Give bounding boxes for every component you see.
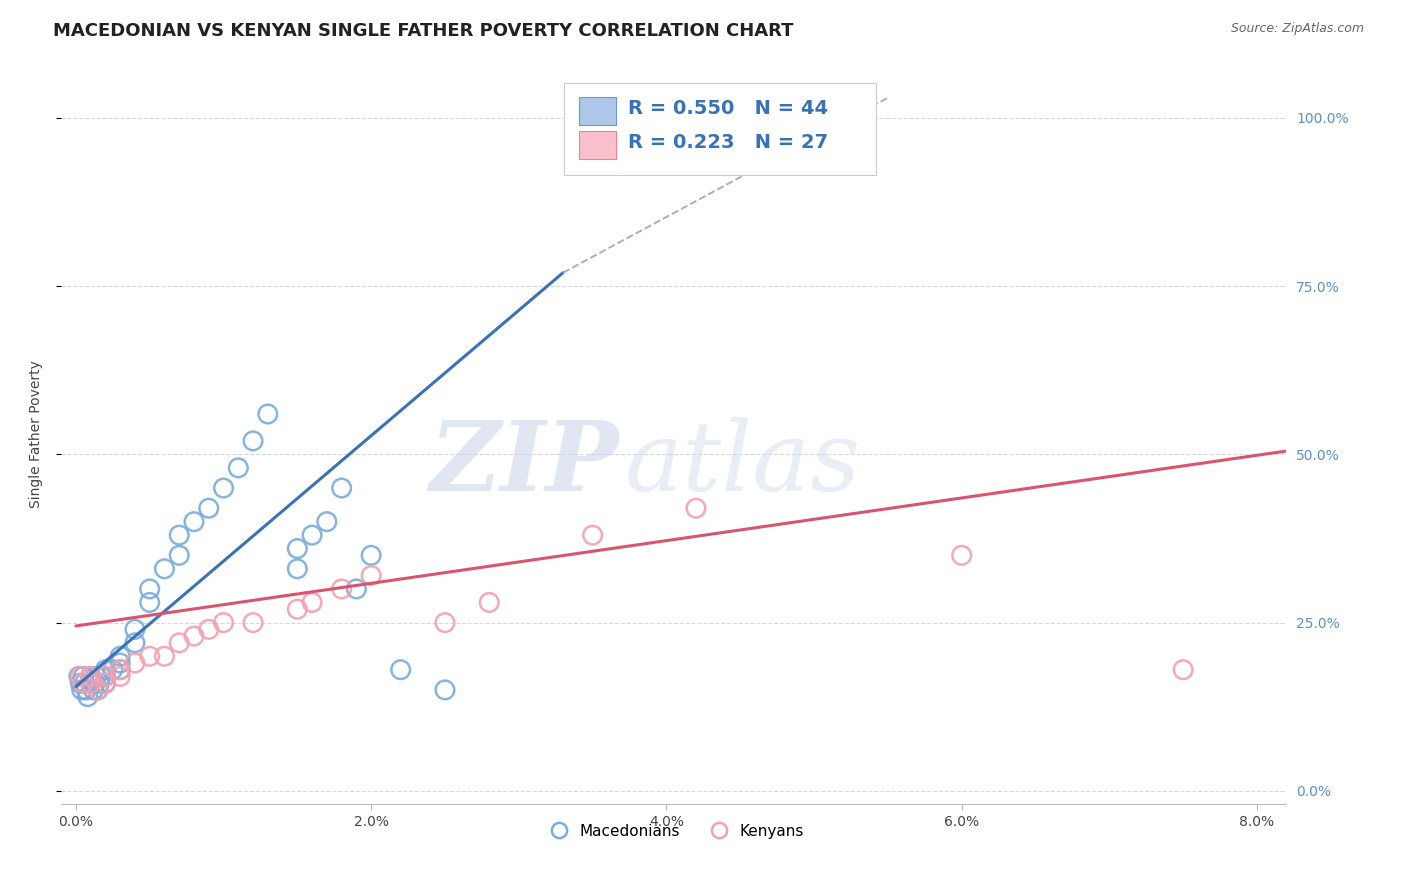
Point xyxy=(108,663,131,677)
Point xyxy=(183,629,205,643)
Point xyxy=(315,515,337,529)
Point xyxy=(108,663,131,677)
Bar xyxy=(579,96,616,125)
Point xyxy=(94,663,117,677)
Point xyxy=(360,549,382,563)
Point xyxy=(950,549,973,563)
Point xyxy=(330,582,353,596)
Point xyxy=(167,528,190,542)
Point xyxy=(108,656,131,670)
Point xyxy=(87,682,110,697)
Point xyxy=(389,663,412,677)
Point xyxy=(197,501,219,516)
Point xyxy=(79,676,101,690)
Point xyxy=(167,636,190,650)
Text: atlas: atlas xyxy=(624,417,860,511)
FancyBboxPatch shape xyxy=(564,83,876,175)
Point xyxy=(153,562,176,576)
Text: MACEDONIAN VS KENYAN SINGLE FATHER POVERTY CORRELATION CHART: MACEDONIAN VS KENYAN SINGLE FATHER POVER… xyxy=(53,22,794,40)
Point xyxy=(285,562,308,576)
Point xyxy=(138,595,160,609)
Point xyxy=(72,676,94,690)
Point xyxy=(1171,663,1194,677)
Point xyxy=(79,669,101,683)
Point xyxy=(124,636,146,650)
Point xyxy=(285,541,308,556)
Point xyxy=(101,663,124,677)
Point xyxy=(242,615,264,630)
Point xyxy=(73,676,96,690)
Point xyxy=(360,568,382,582)
Point xyxy=(84,676,107,690)
Point xyxy=(212,481,235,495)
Point xyxy=(72,669,94,683)
Text: Source: ZipAtlas.com: Source: ZipAtlas.com xyxy=(1230,22,1364,36)
Point xyxy=(197,623,219,637)
Point xyxy=(108,669,131,683)
Point xyxy=(330,481,353,495)
Point xyxy=(94,669,117,683)
Point xyxy=(67,669,90,683)
Point xyxy=(124,623,146,637)
Point xyxy=(108,649,131,664)
Text: R = 0.550   N = 44: R = 0.550 N = 44 xyxy=(628,99,828,118)
Point xyxy=(90,669,112,683)
Point xyxy=(89,676,111,690)
Point xyxy=(183,515,205,529)
Text: ZIP: ZIP xyxy=(429,417,619,511)
Point xyxy=(69,676,91,690)
Y-axis label: Single Father Poverty: Single Father Poverty xyxy=(30,360,44,508)
Point xyxy=(581,528,603,542)
Point xyxy=(433,682,456,697)
Point xyxy=(124,656,146,670)
Point xyxy=(226,460,249,475)
Point xyxy=(79,669,101,683)
Point xyxy=(79,676,101,690)
Point xyxy=(685,501,707,516)
Point xyxy=(301,595,323,609)
Legend: Macedonians, Kenyans: Macedonians, Kenyans xyxy=(537,818,810,845)
Point xyxy=(83,682,105,697)
Point xyxy=(94,676,117,690)
Point xyxy=(212,615,235,630)
Point xyxy=(153,649,176,664)
Text: R = 0.223   N = 27: R = 0.223 N = 27 xyxy=(628,133,828,152)
Point xyxy=(138,582,160,596)
Point xyxy=(301,528,323,542)
Point xyxy=(285,602,308,616)
Point xyxy=(167,549,190,563)
Point xyxy=(242,434,264,448)
Point xyxy=(75,682,97,697)
Point xyxy=(70,682,93,697)
Point xyxy=(256,407,278,421)
Point xyxy=(76,690,98,704)
Point xyxy=(86,669,108,683)
Point xyxy=(138,649,160,664)
Bar xyxy=(579,131,616,159)
Point xyxy=(69,669,91,683)
Point xyxy=(344,582,367,596)
Point xyxy=(94,676,117,690)
Point xyxy=(94,669,117,683)
Point xyxy=(433,615,456,630)
Point xyxy=(87,682,110,697)
Point xyxy=(478,595,501,609)
